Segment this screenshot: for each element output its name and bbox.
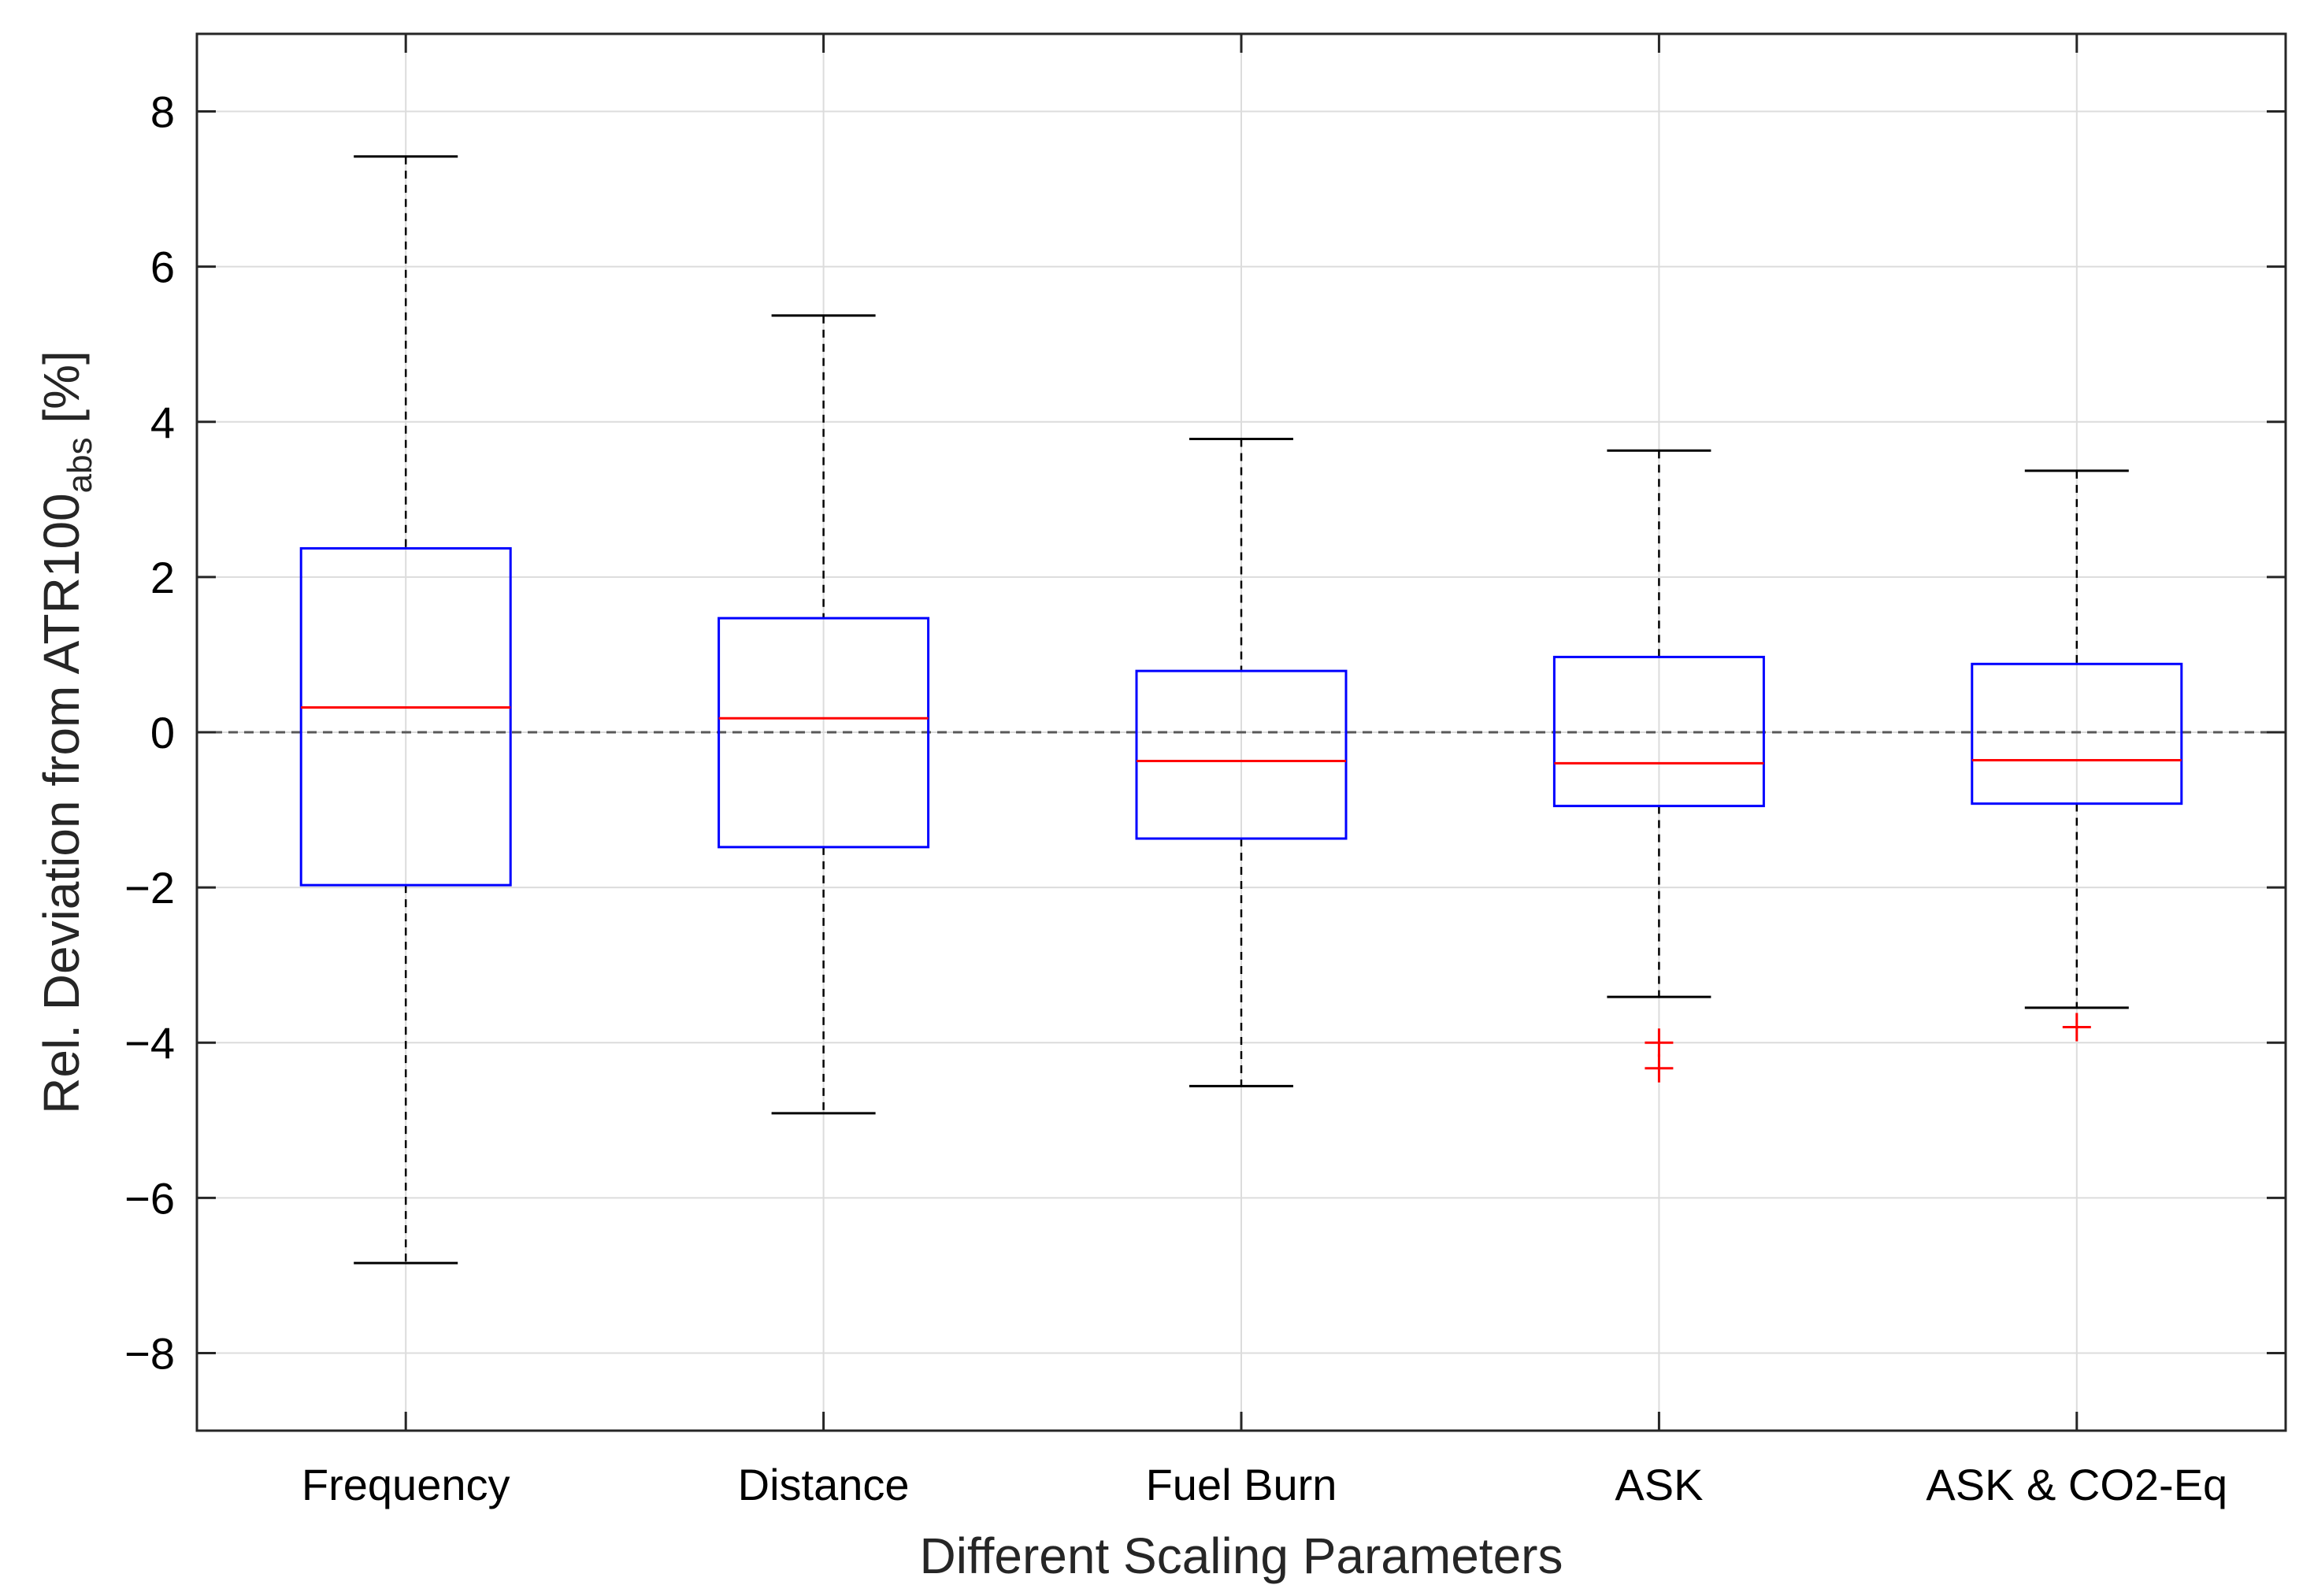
y-tick-label: 4 <box>150 398 175 447</box>
y-tick-label: 8 <box>150 87 175 137</box>
box-frequency <box>299 155 512 1265</box>
boxes <box>299 155 2183 1265</box>
y-tick-label: 2 <box>150 553 175 602</box>
y-axis-label-main: Rel. Deviation from ATR100 <box>33 493 90 1113</box>
x-tick-label: ASK <box>1615 1460 1703 1509</box>
x-tick-label: Frequency <box>302 1460 510 1509</box>
x-tick-labels: Frequency Distance Fuel Burn ASK ASK & CO2-E… <box>302 1460 2227 1509</box>
iqr-box <box>1552 655 1765 808</box>
iqr-box <box>1135 669 1348 840</box>
box-ask <box>1552 449 1765 1083</box>
iqr-box <box>299 546 512 887</box>
x-tick-label: Distance <box>738 1460 910 1509</box>
outlier-marker <box>1645 1028 1674 1057</box>
outlier-marker <box>1645 1054 1674 1083</box>
axis-ticks <box>197 34 2286 1431</box>
y-axis-label-unit: [%] <box>33 350 90 437</box>
iqr-box <box>1971 662 2183 805</box>
y-tick-label: 0 <box>150 708 175 757</box>
x-tick-label: Fuel Burn <box>1146 1460 1337 1509</box>
box-distance <box>718 314 930 1115</box>
y-tick-label: −2 <box>124 863 175 913</box>
y-tick-label: 6 <box>150 243 175 292</box>
y-axis-label: Rel. Deviation from ATR100abs [%] <box>33 350 99 1114</box>
box-ask-co2-eq <box>1971 469 2183 1042</box>
x-axis-label: Different Scaling Parameters <box>920 1527 1563 1584</box>
y-tick-label: −4 <box>124 1018 175 1068</box>
y-tick-labels: −8 −6 −4 −2 0 2 4 6 8 <box>124 87 175 1379</box>
x-tick-label: ASK & CO2-Eq <box>1926 1460 2227 1509</box>
box-fuel-burn <box>1135 437 1348 1087</box>
iqr-box <box>718 617 930 849</box>
y-tick-label: −8 <box>124 1328 175 1378</box>
y-tick-label: −6 <box>124 1173 175 1223</box>
outlier-marker <box>2062 1013 2091 1042</box>
y-axis-label-subscript: abs <box>61 437 99 493</box>
